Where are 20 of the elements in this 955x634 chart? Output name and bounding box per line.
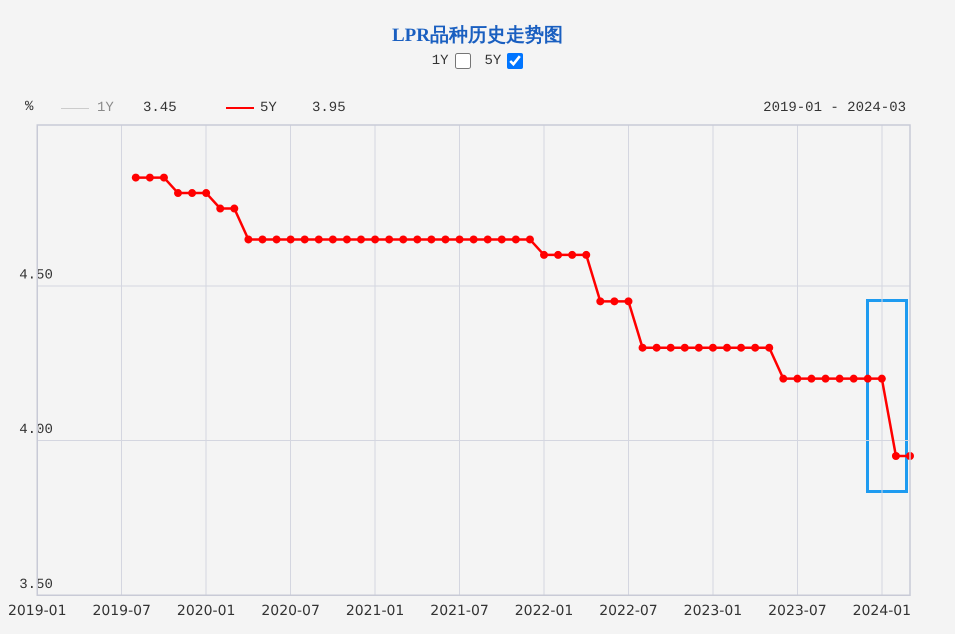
- text: 2019-01 - 2024-03: [763, 100, 906, 116]
- x-tick-label: 2020-01: [176, 603, 236, 620]
- legend-label: 5Y: [260, 100, 277, 116]
- x-tick-label: 2021-07: [430, 603, 489, 620]
- x-tick-label: 2023-01: [684, 603, 742, 620]
- x-tick-label: 2023-07: [768, 603, 827, 620]
- x-tick-label: 2022-01: [514, 603, 574, 620]
- x-tick-label: 2022-07: [599, 603, 658, 620]
- text: 5Y: [484, 53, 502, 69]
- x-tick-label: 2019-01: [8, 603, 66, 620]
- x-tick-label: 2020-07: [261, 603, 320, 620]
- x-tick-label: 2019-07: [92, 603, 151, 620]
- x-tick-label: 2021-01: [346, 603, 404, 620]
- text: 1Y: [97, 100, 114, 116]
- y-axis-title: %: [25, 99, 34, 115]
- text: 3.95: [312, 100, 346, 116]
- text: 1Y: [432, 53, 448, 69]
- chart-title: LPR品种历史走势图: [391, 24, 564, 48]
- x-tick-label: 2024-01: [852, 603, 912, 620]
- text: 3.45: [143, 100, 177, 116]
